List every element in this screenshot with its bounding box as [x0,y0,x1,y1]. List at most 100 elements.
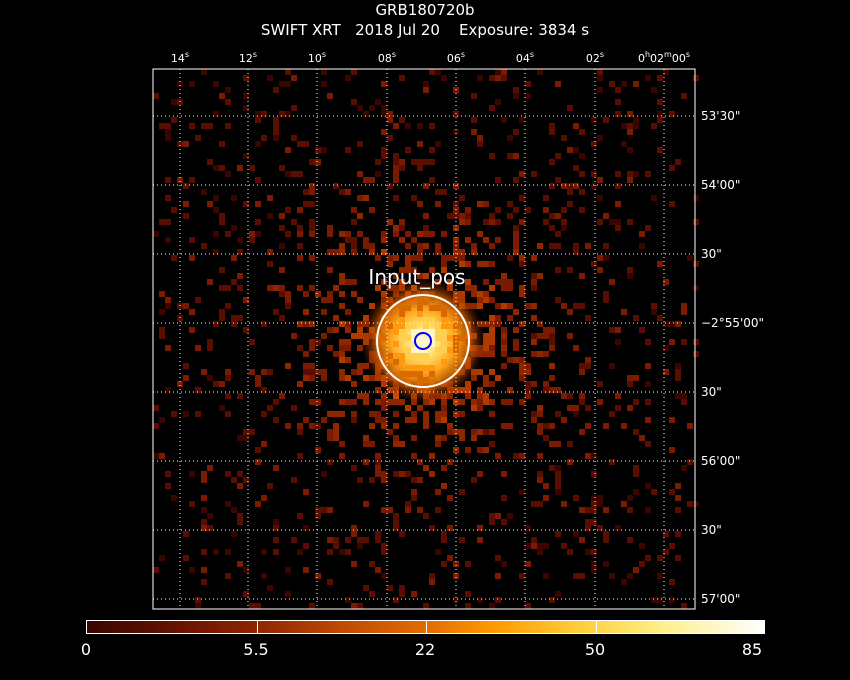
count-pixel [345,279,351,285]
count-pixel [405,507,411,513]
count-pixel [549,225,555,231]
count-pixel [309,363,315,369]
count-pixel [357,333,363,339]
count-pixel [537,69,543,75]
count-pixel [489,105,495,111]
count-pixel [591,495,597,501]
count-pixel [507,303,513,309]
count-pixel [459,261,465,267]
count-pixel [351,237,357,243]
count-pixel [417,231,423,237]
count-pixel [495,75,501,81]
count-pixel [495,69,501,75]
count-pixel [363,585,369,591]
count-pixel [447,423,453,429]
count-pixel [327,231,333,237]
count-pixel [537,321,543,327]
count-pixel [501,345,507,351]
count-pixel [603,213,609,219]
count-pixel [579,363,585,369]
count-pixel [291,135,297,141]
count-pixel [345,237,351,243]
count-pixel [645,225,651,231]
count-pixel [393,255,399,261]
count-pixel [633,81,639,87]
count-pixel [609,459,615,465]
count-pixel [249,165,255,171]
count-pixel [615,201,621,207]
count-pixel [489,351,495,357]
count-pixel [333,429,339,435]
count-pixel [333,249,339,255]
count-pixel [489,285,495,291]
count-pixel [327,297,333,303]
count-pixel [195,387,201,393]
count-pixel [195,345,201,351]
count-pixel [639,435,645,441]
count-pixel [375,159,381,165]
count-pixel [399,159,405,165]
core-pixel [399,353,405,359]
count-pixel [513,243,519,249]
count-pixel [597,495,603,501]
count-pixel [669,201,675,207]
count-pixel [225,501,231,507]
count-pixel [579,153,585,159]
count-pixel [219,267,225,273]
count-pixel [327,225,333,231]
core-pixel [441,347,447,353]
count-pixel [555,477,561,483]
count-pixel [393,171,399,177]
count-pixel [285,111,291,117]
count-pixel [477,261,483,267]
count-pixel [489,297,495,303]
count-pixel [489,219,495,225]
count-pixel [507,255,513,261]
count-pixel [597,255,603,261]
count-pixel [249,231,255,237]
count-pixel [627,123,633,129]
count-pixel [429,579,435,585]
count-pixel [687,459,693,465]
count-pixel [357,171,363,177]
count-pixel [633,489,639,495]
count-pixel [279,243,285,249]
count-pixel [627,219,633,225]
count-pixel [441,267,447,273]
count-pixel [375,459,381,465]
count-pixel [669,417,675,423]
dec-tick-label: 30" [701,523,722,537]
core-pixel [405,347,411,353]
core-pixel [417,311,423,317]
count-pixel [399,585,405,591]
count-pixel [681,303,687,309]
count-pixel [225,171,231,177]
count-pixel [483,351,489,357]
count-pixel [387,429,393,435]
count-pixel [633,465,639,471]
count-pixel [507,279,513,285]
count-pixel [471,93,477,99]
count-pixel [489,411,495,417]
count-pixel [369,249,375,255]
count-pixel [159,333,165,339]
count-pixel [387,135,393,141]
count-pixel [561,303,567,309]
count-pixel [351,465,357,471]
count-pixel [201,495,207,501]
count-pixel [213,111,219,117]
count-pixel [165,177,171,183]
count-pixel [327,327,333,333]
count-pixel [393,471,399,477]
count-pixel [441,537,447,543]
count-pixel [453,201,459,207]
count-pixel [333,315,339,321]
count-pixel [663,345,669,351]
count-pixel [501,495,507,501]
count-pixel [567,189,573,195]
count-pixel [543,495,549,501]
count-pixel [237,273,243,279]
count-pixel [369,561,375,567]
count-pixel [681,603,687,609]
core-pixel [423,299,429,305]
